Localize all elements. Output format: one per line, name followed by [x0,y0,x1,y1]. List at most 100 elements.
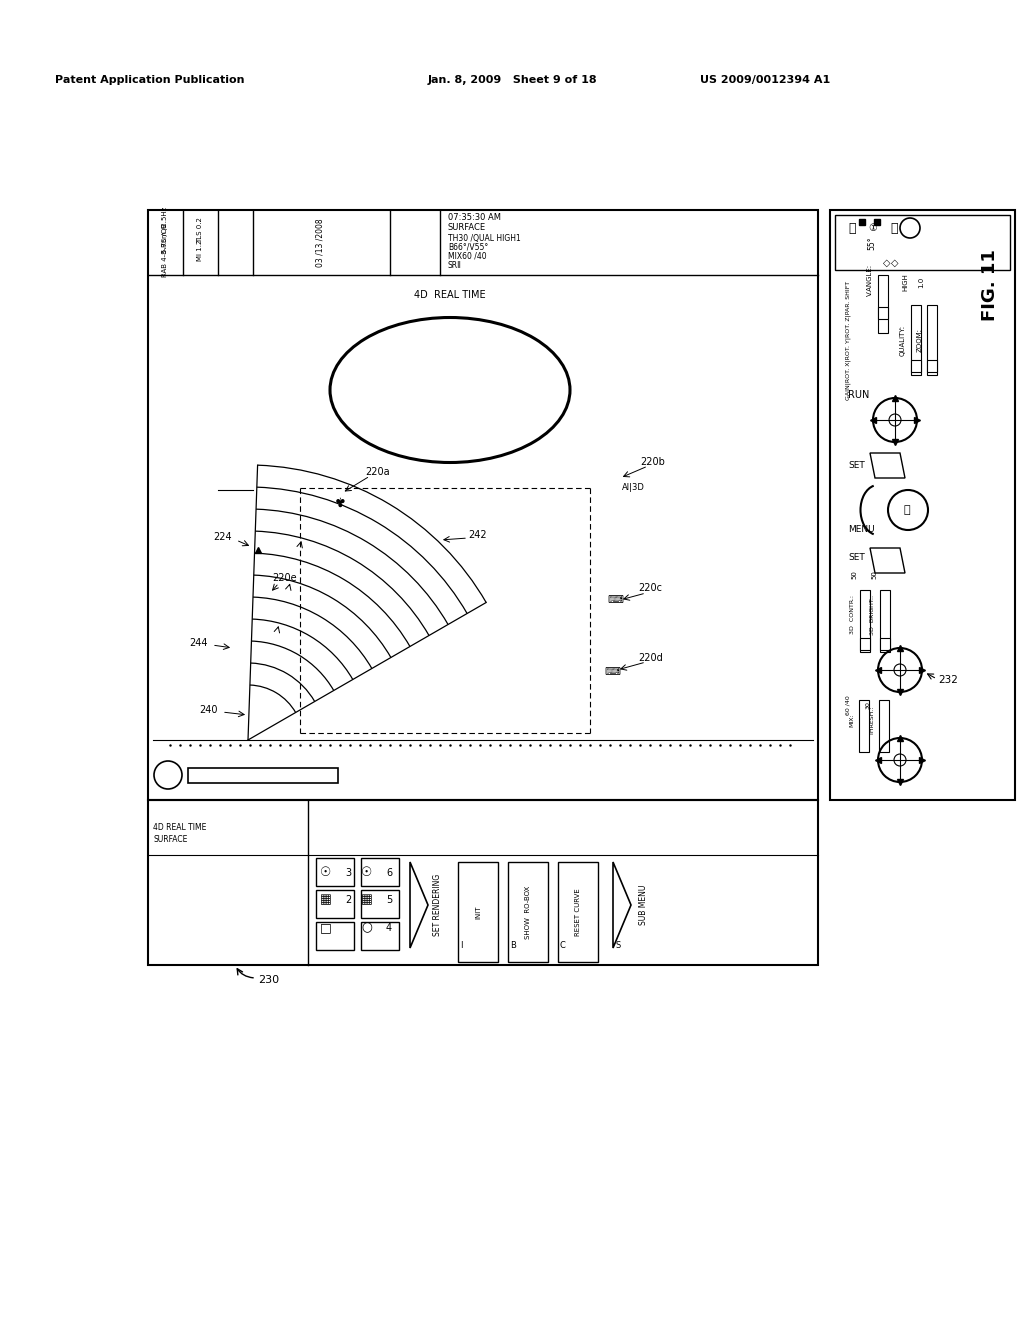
Text: 50: 50 [851,570,857,579]
Text: SUB MENU: SUB MENU [639,884,647,925]
Text: 220a: 220a [365,467,389,477]
Text: ①: ① [868,223,877,234]
Text: SURFACE: SURFACE [449,223,486,232]
Text: HIGH: HIGH [902,273,908,290]
Text: B66°/V55°: B66°/V55° [449,243,488,252]
Text: □: □ [319,921,332,935]
Text: ☉: ☉ [319,866,331,879]
Bar [911,305,921,375]
Text: MENU: MENU [848,525,874,535]
Text: 224: 224 [213,532,232,543]
Bar [316,890,354,917]
Text: SHOW  RO-BOX: SHOW RO-BOX [525,886,531,939]
Bar [878,308,888,319]
Text: C: C [560,940,566,949]
Text: 220e: 220e [272,573,297,583]
Bar [361,890,399,917]
Text: ▦: ▦ [361,894,373,907]
Text: ◇: ◇ [891,257,898,268]
Text: 220d: 220d [638,653,663,663]
Text: TH30 /QUAL HIGH1: TH30 /QUAL HIGH1 [449,234,521,243]
Bar [508,862,548,962]
Text: 55°: 55° [867,236,877,249]
Text: ♣: ♣ [333,494,344,507]
Text: 30: 30 [865,701,870,709]
Bar [860,590,870,652]
Bar [878,275,888,333]
Text: RAB 4-8-RS /OB: RAB 4-8-RS /OB [162,223,168,277]
Text: ◇: ◇ [883,257,891,268]
Bar [859,700,869,752]
Bar [880,638,890,649]
Bar [188,768,338,783]
Text: GAIN|ROT. X|ROT. Y|ROT. Z|PAR. SHIFT: GAIN|ROT. X|ROT. Y|ROT. Z|PAR. SHIFT [845,280,851,400]
Text: Al|3D: Al|3D [622,483,645,492]
Text: 4D  REAL TIME: 4D REAL TIME [414,290,485,300]
Text: 3D  BRIGHT.:: 3D BRIGHT.: [869,595,874,635]
Text: 50: 50 [871,570,877,579]
Text: I: I [460,940,463,949]
Text: ▦: ▦ [319,894,332,907]
Text: 5: 5 [386,895,392,906]
Text: RESET CURVE: RESET CURVE [575,888,581,936]
Text: MIX60 /40: MIX60 /40 [449,252,486,260]
Text: 232: 232 [938,675,957,685]
Text: SET: SET [848,553,864,562]
Text: 3D  CONTR.:: 3D CONTR.: [850,595,854,635]
Bar [860,638,870,649]
Text: B: B [510,940,516,949]
Text: ⎙: ⎙ [848,222,855,235]
Bar [361,921,399,950]
Text: 07:35:30 AM: 07:35:30 AM [449,214,501,223]
Bar [927,305,937,375]
Text: 4: 4 [386,923,392,933]
Text: SET RENDERING: SET RENDERING [433,874,442,936]
Text: INIT: INIT [475,906,481,919]
Text: ☉: ☉ [361,866,373,879]
Text: 220c: 220c [638,583,662,593]
Bar [835,215,1010,271]
Text: US 2009/0012394 A1: US 2009/0012394 A1 [700,75,830,84]
Text: Patent Application Publication: Patent Application Publication [55,75,245,84]
Text: ⌨: ⌨ [604,667,620,677]
Text: 242: 242 [468,531,486,540]
Bar [558,862,598,962]
Text: FIG. 11: FIG. 11 [981,249,999,321]
Text: RUN: RUN [848,389,869,400]
Bar [361,858,399,886]
Text: 1.0: 1.0 [918,276,924,288]
Bar [911,360,921,372]
Text: 6: 6 [386,869,392,878]
Text: MI 1.2: MI 1.2 [197,239,203,260]
Bar [316,921,354,950]
Bar [316,858,354,886]
Text: 2: 2 [345,895,351,906]
Bar [148,800,818,965]
Text: 03 /13 /2008: 03 /13 /2008 [315,219,325,268]
Text: ⚿: ⚿ [890,222,897,235]
Text: 3: 3 [345,869,351,878]
Text: 4D REAL TIME: 4D REAL TIME [153,824,207,833]
Text: ○: ○ [361,921,372,935]
Bar [148,210,818,800]
Text: SRⅡ: SRⅡ [449,260,462,269]
Text: 240: 240 [200,705,218,715]
Text: SET: SET [848,461,864,470]
Text: QUALITY:: QUALITY: [900,325,906,355]
Bar [830,210,1015,800]
Text: V.ANGLE:: V.ANGLE: [867,264,873,296]
Bar [927,360,937,372]
Text: 5.7cm /2.5Hz: 5.7cm /2.5Hz [162,207,168,253]
Text: MIX:: MIX: [850,713,854,727]
Text: ZOOM:: ZOOM: [918,327,923,352]
Text: 230: 230 [258,975,280,985]
Bar [880,590,890,652]
Text: ⚿: ⚿ [904,506,910,515]
Text: SURFACE: SURFACE [153,836,187,845]
Text: 220b: 220b [640,457,665,467]
Bar [458,862,498,962]
Text: ⌨: ⌨ [607,595,623,605]
Text: TLS 0.2: TLS 0.2 [197,216,203,243]
Text: 60 /40: 60 /40 [846,696,851,715]
Text: THRESH.:: THRESH.: [869,705,874,735]
